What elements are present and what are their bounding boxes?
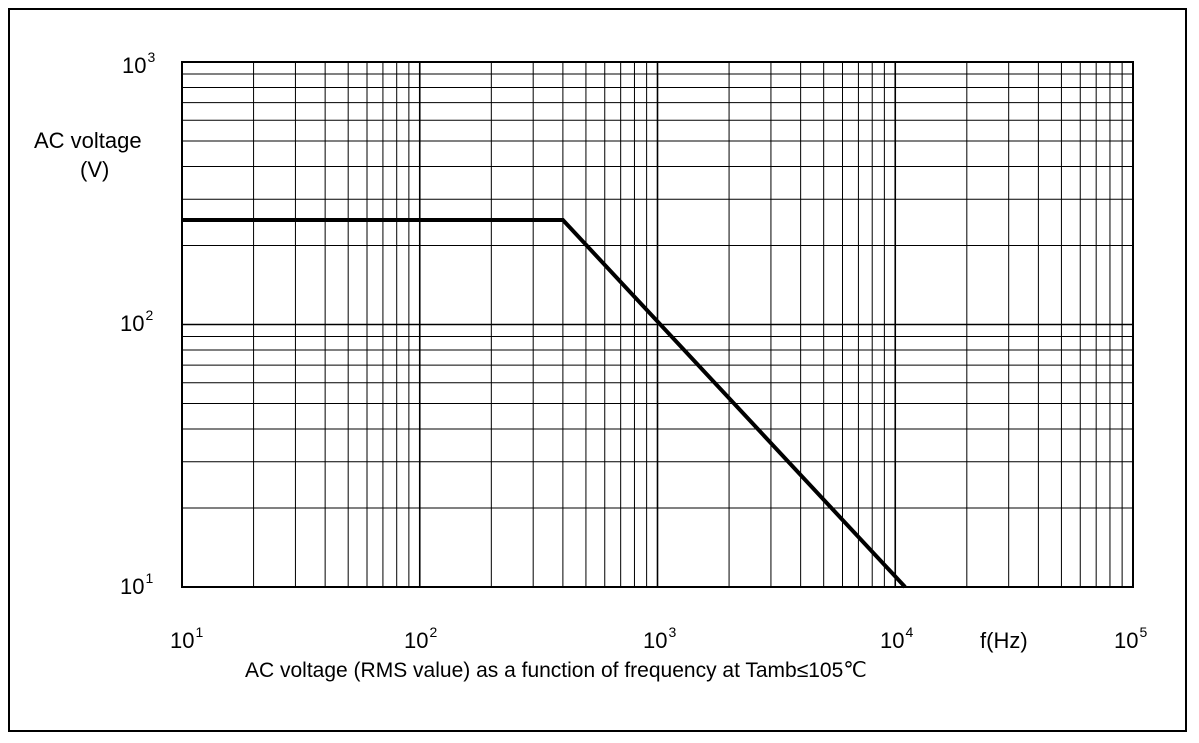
- plot-border: [181, 61, 1134, 588]
- y-axis-label-line2: (V): [80, 157, 110, 182]
- x-tick-label-1000: 103: [643, 624, 677, 653]
- x-axis-label: f(Hz): [980, 628, 1028, 653]
- chart-caption: AC voltage (RMS value) as a function of …: [245, 659, 867, 682]
- x-tick-label-10: 101: [170, 624, 204, 653]
- y-tick-label-100: 102: [120, 307, 154, 336]
- series-line: [182, 218, 907, 589]
- y-tick-label-1000: 103: [122, 49, 156, 78]
- chart-frame: [8, 8, 1187, 732]
- y-axis-label-line1: AC voltage: [34, 128, 142, 153]
- x-tick-label-100000: 105: [1114, 624, 1148, 653]
- x-tick-label-10000: 104: [880, 624, 914, 653]
- y-tick-label-10: 101: [120, 570, 154, 599]
- x-tick-label-100: 102: [404, 624, 438, 653]
